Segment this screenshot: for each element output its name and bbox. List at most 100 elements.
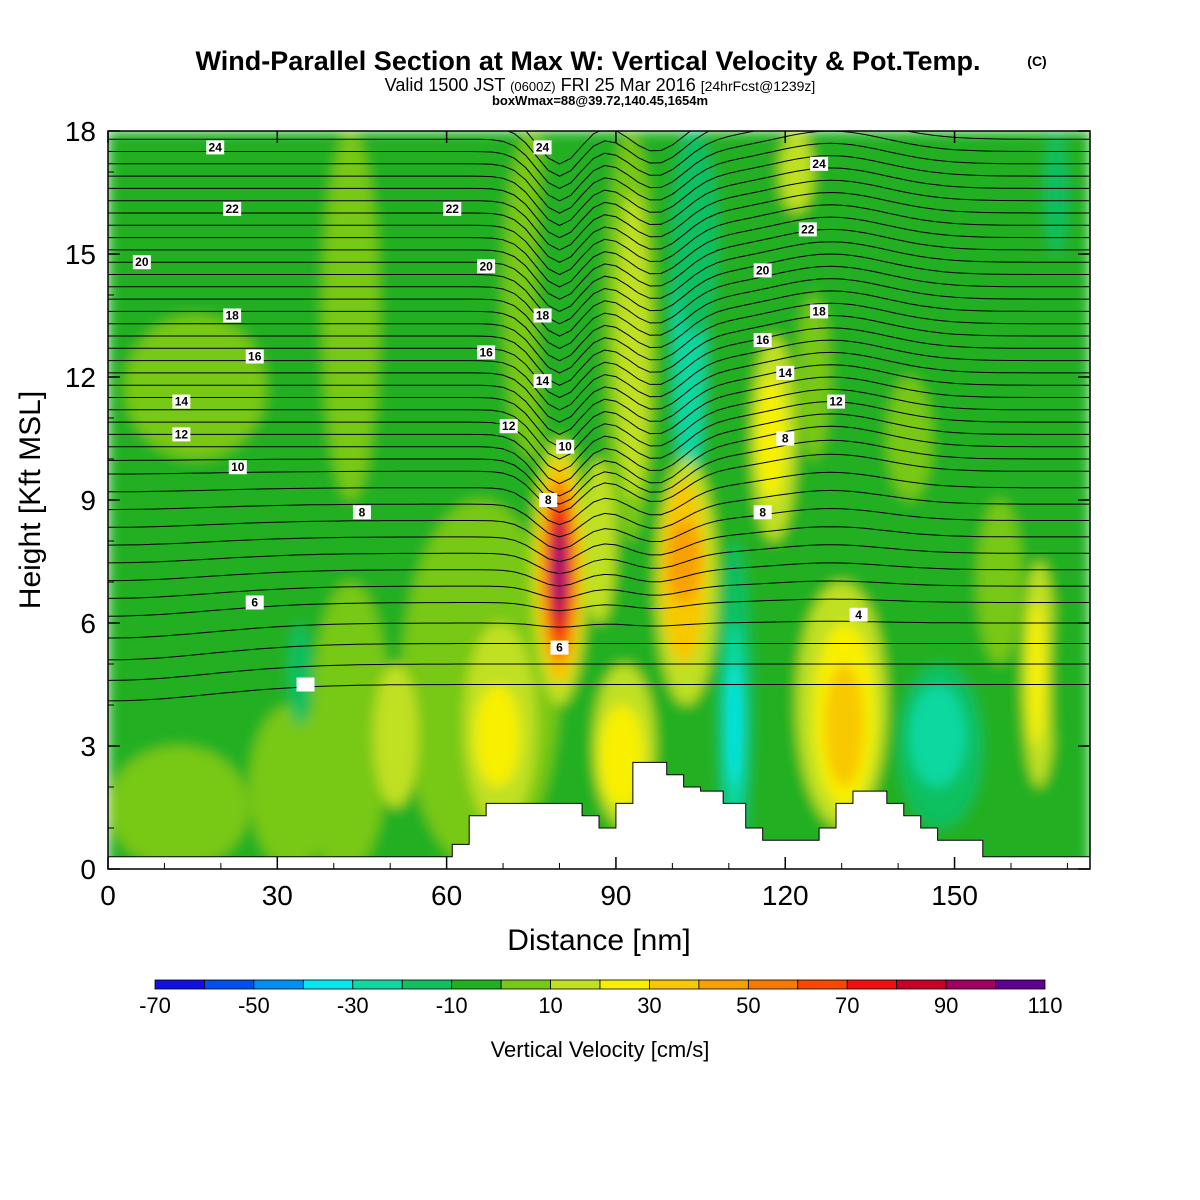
- theta-contour: [506, 131, 711, 177]
- contour-label-box: [228, 460, 247, 475]
- contour-labels: 24 24 24 22 22 22 20 20 20 18 18 18 16 16 16 14 14 14 12 12…: [132, 140, 868, 692]
- contour-label-box: [753, 333, 772, 348]
- velocity-cell: [875, 131, 932, 377]
- colorbar-tick-label: 50: [736, 993, 760, 1018]
- theta-contour: [108, 364, 1090, 436]
- colorbar-tick-label: -50: [238, 993, 270, 1018]
- theta-contour: [108, 663, 1090, 681]
- contour-label-box: [776, 365, 795, 380]
- x-tick-label: 90: [600, 880, 631, 911]
- velocity-cell: [672, 131, 718, 336]
- contour-label: 20: [135, 255, 149, 269]
- contour-label: 24: [812, 157, 826, 171]
- y-axis-label: Height [Kft MSL]: [14, 391, 47, 609]
- y-tick-label: 3: [80, 731, 96, 762]
- colorbar-swatch: [896, 979, 947, 990]
- colorbar-tick-label: 110: [1027, 993, 1062, 1018]
- x-tick-label: 0: [100, 880, 116, 911]
- theta-contour: [108, 302, 1090, 374]
- theta-contour: [108, 439, 1090, 505]
- contour-label-box: [296, 677, 315, 692]
- velocity-cell: [536, 131, 560, 459]
- contour-label: 14: [536, 374, 550, 388]
- contour-label-box: [810, 304, 829, 319]
- contour-label-box: [223, 308, 242, 323]
- theta-contour: [108, 544, 1090, 575]
- y-tick-label: 18: [65, 116, 96, 147]
- contour-label: 12: [502, 419, 516, 433]
- contour-label: 12: [175, 427, 189, 441]
- contour-label-box: [798, 222, 817, 237]
- colorbar-swatch: [401, 979, 453, 990]
- theta-contour: [108, 131, 1090, 202]
- theta-contour: [108, 453, 1090, 513]
- contour-label: 10: [231, 460, 245, 474]
- theta-contour: [108, 155, 1090, 226]
- colorbar-swatch: [945, 979, 996, 990]
- colorbar-swatch: [204, 979, 255, 990]
- theta-contour: [108, 314, 1090, 386]
- contour-label: 20: [479, 259, 493, 273]
- colorbar-swatch: [995, 979, 1046, 990]
- velocity-cell: [728, 664, 741, 787]
- contour-label-box: [753, 263, 772, 278]
- colorbar-tick-label: -10: [436, 993, 468, 1018]
- theta-contour: [108, 278, 1090, 349]
- velocity-cell: [666, 520, 701, 603]
- contour-label: 4: [855, 608, 862, 622]
- contour-label-box: [499, 419, 518, 434]
- axis-ticks: 0 30 60 90 120 150 0 3 6 9 12 15 18: [65, 116, 1090, 911]
- velocity-cell: [909, 684, 966, 787]
- contour-label-box: [556, 439, 575, 454]
- theta-contour: [108, 526, 1090, 563]
- theta-contour: [108, 327, 1090, 399]
- colorbar-swatch: [550, 979, 601, 990]
- colorbar-swatch: [352, 979, 403, 990]
- y-tick-label: 12: [65, 362, 96, 393]
- contour-label: 10: [558, 440, 572, 454]
- x-tick-label: 60: [431, 880, 462, 911]
- velocity-cell: [757, 377, 786, 500]
- theta-contour: [108, 507, 1090, 550]
- y-tick-label: 15: [65, 239, 96, 270]
- velocity-cell: [1044, 131, 1068, 254]
- contour-label: 22: [446, 202, 460, 216]
- colorbar-swatch: [846, 979, 898, 990]
- contour-label: 18: [225, 309, 239, 323]
- contour-label-box: [550, 640, 569, 655]
- velocity-cell: [474, 684, 520, 787]
- velocity-cell: [390, 131, 504, 500]
- colorbar-tick-label: -70: [139, 993, 171, 1018]
- theta-contour: [108, 620, 1090, 639]
- contour-label: 24: [536, 140, 550, 154]
- velocity-cell: [582, 459, 616, 623]
- velocity-cell: [373, 664, 419, 808]
- theta-contour: [108, 425, 1090, 497]
- contour-label: 20: [756, 263, 770, 277]
- contour-label: 16: [248, 350, 262, 364]
- theta-contour: [108, 179, 1090, 251]
- colorbar-swatch: [649, 979, 700, 990]
- y-tick-label: 0: [80, 854, 96, 885]
- velocity-cell: [108, 746, 250, 869]
- velocity-cell: [1027, 602, 1045, 746]
- theta-contour: [108, 167, 1090, 239]
- contour-label: 18: [812, 304, 826, 318]
- theta-contour: [108, 142, 1090, 214]
- valid-time: Valid 1500 JST (0600Z) FRI 25 Mar 2016 […: [385, 75, 816, 95]
- theta-contour: [108, 253, 1090, 325]
- contour-label-box: [477, 345, 496, 360]
- contour-label: 6: [556, 641, 563, 655]
- contour-label: 6: [251, 596, 258, 610]
- contour-label: 8: [359, 505, 366, 519]
- contour-label-box: [477, 259, 496, 274]
- contour-label: 16: [756, 333, 770, 347]
- contour-label-box: [172, 427, 191, 442]
- theta-contour: [108, 216, 1090, 288]
- contour-label-box: [352, 505, 371, 520]
- colorbar-swatch: [747, 979, 799, 990]
- theta-contour: [108, 351, 1090, 423]
- theta-contour: [108, 131, 1090, 190]
- colorbar-swatch: [302, 979, 354, 990]
- colorbar-swatch: [797, 979, 848, 990]
